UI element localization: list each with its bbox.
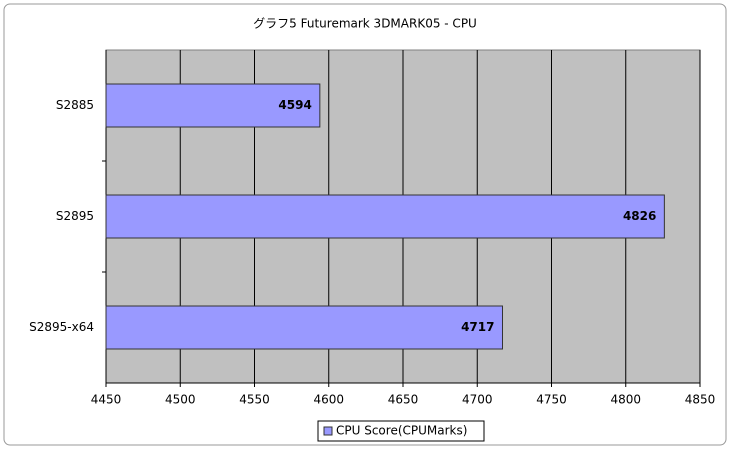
x-tick-label: 4800 xyxy=(610,393,641,407)
legend-swatch xyxy=(323,426,333,436)
legend-label: CPU Score(CPUMarks) xyxy=(336,424,467,438)
bar xyxy=(105,305,503,350)
bar xyxy=(105,194,665,239)
x-tick-label: 4500 xyxy=(165,393,196,407)
x-tick-label: 4450 xyxy=(91,393,122,407)
legend-box xyxy=(317,420,485,442)
x-tick-label: 4600 xyxy=(313,393,344,407)
x-tick-label: 4550 xyxy=(239,393,270,407)
x-tick-label: 4650 xyxy=(388,393,419,407)
value-label: 4826 xyxy=(623,209,656,223)
chart-title: グラフ5 Futuremark 3DMARK05 - CPU xyxy=(253,17,477,31)
y-tick-label: S2895-x64 xyxy=(29,320,94,334)
bar xyxy=(105,83,321,128)
value-label: 4717 xyxy=(461,320,494,334)
value-label: 4594 xyxy=(278,98,311,112)
y-tick-label: S2895 xyxy=(56,209,94,223)
y-tick-label: S2885 xyxy=(56,98,94,112)
x-tick-label: 4750 xyxy=(536,393,567,407)
x-tick-label: 4850 xyxy=(685,393,716,407)
x-tick-label: 4700 xyxy=(462,393,493,407)
